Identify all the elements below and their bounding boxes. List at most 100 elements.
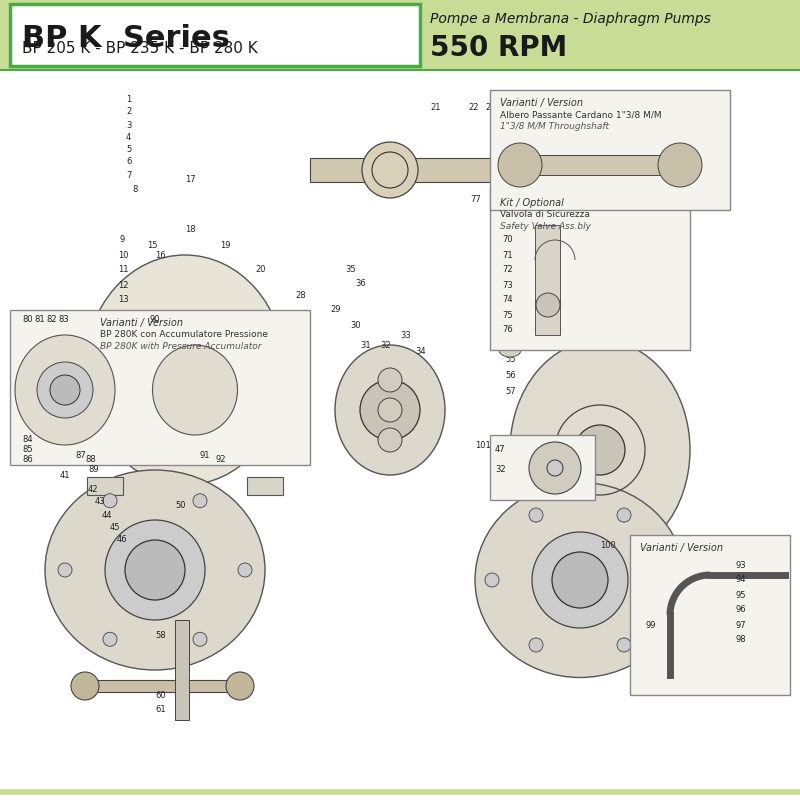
Circle shape: [532, 532, 628, 628]
FancyBboxPatch shape: [630, 535, 790, 695]
Ellipse shape: [153, 345, 238, 435]
Text: BP K  Series: BP K Series: [22, 24, 230, 53]
Circle shape: [378, 398, 402, 422]
Circle shape: [150, 335, 220, 405]
Text: 33: 33: [400, 330, 410, 339]
Ellipse shape: [499, 343, 521, 357]
Text: Safety Valve Ass.bly: Safety Valve Ass.bly: [500, 222, 591, 231]
Text: 24: 24: [510, 102, 521, 111]
Circle shape: [529, 508, 543, 522]
Text: 3: 3: [126, 121, 131, 130]
Text: 76: 76: [502, 326, 513, 334]
Text: 41: 41: [60, 470, 70, 479]
Text: 13: 13: [118, 295, 129, 305]
Text: 23: 23: [485, 102, 496, 111]
Text: BP 280K con Accumulatore Pressione: BP 280K con Accumulatore Pressione: [100, 330, 268, 339]
Text: 32: 32: [380, 341, 390, 350]
Text: 53: 53: [505, 326, 516, 334]
Text: 74: 74: [502, 295, 513, 305]
Ellipse shape: [499, 303, 521, 317]
Text: 30: 30: [350, 321, 361, 330]
Text: 47: 47: [510, 475, 521, 485]
Text: 20: 20: [255, 266, 266, 274]
Text: 11: 11: [118, 266, 129, 274]
Circle shape: [547, 460, 563, 476]
Text: 99: 99: [645, 621, 655, 630]
FancyBboxPatch shape: [490, 435, 595, 500]
FancyBboxPatch shape: [490, 90, 730, 210]
Circle shape: [617, 508, 631, 522]
Text: 4: 4: [126, 133, 131, 142]
Circle shape: [575, 425, 625, 475]
Text: Albero Passante Cardano 1"3/8 M/M: Albero Passante Cardano 1"3/8 M/M: [500, 110, 662, 119]
Text: 89: 89: [88, 466, 98, 474]
Text: 1"3/8 M/M Throughshaft: 1"3/8 M/M Throughshaft: [500, 122, 609, 131]
Text: 28: 28: [295, 290, 306, 299]
Bar: [247, 477, 283, 495]
Circle shape: [536, 293, 560, 317]
Text: 31: 31: [360, 341, 370, 350]
Text: 91: 91: [200, 450, 210, 459]
Text: 47: 47: [135, 415, 146, 425]
Text: 56: 56: [505, 370, 516, 379]
Text: 101: 101: [475, 441, 490, 450]
Text: 40: 40: [60, 455, 70, 465]
Circle shape: [58, 563, 72, 577]
Ellipse shape: [15, 335, 115, 445]
Text: Varianti / Version: Varianti / Version: [640, 543, 723, 553]
Text: 34: 34: [415, 347, 426, 357]
Text: 80: 80: [22, 315, 33, 325]
Bar: [510, 155, 690, 175]
Bar: [0, 0, 800, 70]
Text: 35: 35: [345, 266, 356, 274]
Text: Kit / Optional: Kit / Optional: [500, 198, 564, 208]
Text: 82: 82: [46, 315, 57, 325]
Text: 73: 73: [502, 281, 513, 290]
Text: 18: 18: [185, 226, 196, 234]
Circle shape: [193, 494, 207, 508]
Text: 1: 1: [126, 95, 131, 105]
Text: 26: 26: [560, 102, 570, 111]
Text: 8: 8: [132, 186, 138, 194]
Circle shape: [498, 143, 542, 187]
Text: 58: 58: [155, 630, 166, 639]
Circle shape: [103, 494, 117, 508]
Text: Varianti / Version: Varianti / Version: [500, 98, 583, 108]
Text: 15: 15: [147, 241, 158, 250]
Text: Pompe a Membrana - Diaphragm Pumps: Pompe a Membrana - Diaphragm Pumps: [430, 12, 711, 26]
Text: 27: 27: [590, 141, 601, 150]
Circle shape: [125, 540, 185, 600]
Circle shape: [130, 315, 240, 425]
Text: 62: 62: [270, 406, 281, 414]
FancyBboxPatch shape: [10, 4, 420, 66]
Ellipse shape: [475, 482, 685, 678]
Text: 94: 94: [735, 575, 746, 585]
FancyBboxPatch shape: [490, 190, 690, 350]
Circle shape: [661, 573, 675, 587]
Text: 70: 70: [502, 235, 513, 245]
Text: Varianti / Version: Varianti / Version: [100, 318, 183, 328]
Text: 550 RPM: 550 RPM: [430, 34, 567, 62]
Circle shape: [167, 352, 203, 388]
Text: 32: 32: [550, 466, 561, 474]
Circle shape: [50, 375, 80, 405]
Text: 61: 61: [155, 706, 166, 714]
FancyBboxPatch shape: [10, 310, 310, 465]
Text: 60: 60: [155, 690, 166, 699]
Text: BP 280K with Pressure Accumulator: BP 280K with Pressure Accumulator: [100, 342, 262, 351]
Circle shape: [71, 672, 99, 700]
Circle shape: [226, 672, 254, 700]
Bar: [535, 225, 560, 335]
Circle shape: [360, 380, 420, 440]
Bar: [310, 158, 530, 182]
Text: 21: 21: [430, 102, 441, 111]
Circle shape: [617, 638, 631, 652]
Text: 81: 81: [34, 315, 45, 325]
Text: 29: 29: [330, 306, 341, 314]
Text: 47: 47: [495, 446, 506, 454]
Text: 2: 2: [126, 107, 131, 117]
Circle shape: [552, 552, 608, 608]
Ellipse shape: [510, 340, 690, 560]
Text: 32: 32: [495, 466, 506, 474]
Text: 86: 86: [22, 455, 33, 465]
